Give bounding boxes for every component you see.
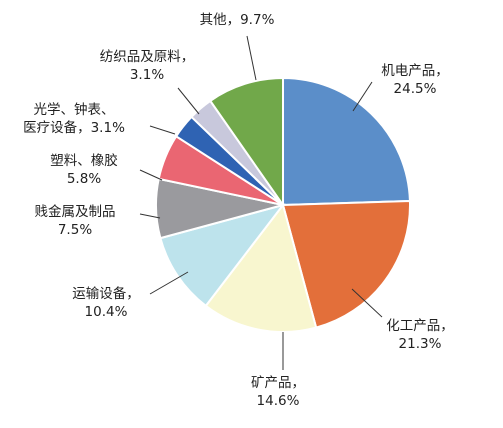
slice-label-line2: 7.5% — [58, 222, 92, 238]
slice-label-line1: 化工产品， — [386, 318, 454, 334]
slice-label: 纺织品及原料， 3.1% — [100, 49, 195, 83]
slice-label-line2: 5.8% — [67, 171, 101, 187]
pie-slice — [204, 202, 318, 333]
pie-slice — [282, 76, 411, 207]
slice-label-line2: 3.1% — [130, 67, 164, 83]
slice-label: 化工产品， 21.3% — [386, 318, 454, 352]
slice-label-line1: 纺织品及原料， — [100, 49, 195, 65]
slice-label-line1: 矿产品， — [251, 375, 305, 391]
slice-label-line1: 光学、钟表、 — [34, 101, 115, 118]
leader-line — [149, 125, 176, 135]
slice-label-line2: 24.5% — [394, 81, 437, 97]
leader-line — [139, 169, 163, 181]
slice-label: 光学、钟表、医疗设备，3.1% — [23, 101, 125, 136]
slice-label: 塑料、橡胶 5.8% — [50, 152, 118, 187]
slice-label-line1: 运输设备， — [72, 285, 140, 302]
slice-label: 矿产品， 14.6% — [251, 375, 305, 409]
leader-lines — [139, 35, 383, 370]
slice-label-line2: 21.3% — [399, 336, 442, 352]
slice-label: 其他，9.7% — [200, 12, 275, 28]
slice-label-line1: 机电产品， — [381, 63, 449, 79]
leader-line — [352, 81, 373, 112]
slice-label: 运输设备， 10.4% — [72, 285, 140, 320]
leader-line — [149, 271, 189, 295]
pie-slices — [155, 76, 411, 333]
slice-label: 机电产品， 24.5% — [381, 63, 449, 97]
leader-line — [351, 288, 383, 318]
leader-line — [139, 213, 161, 219]
pie-slice — [281, 199, 411, 329]
slice-label-line2: 医疗设备，3.1% — [23, 119, 125, 136]
pie-slice — [208, 76, 284, 209]
slice-label: 贱金属及制品 7.5% — [35, 204, 116, 238]
slice-labels: 机电产品， 24.5% 化工产品， 21.3% 矿产品， 14.6% 运输设备， 10.4% 贱… — [23, 12, 454, 409]
leader-line — [177, 87, 200, 115]
slice-label-line1: 塑料、橡胶 — [50, 152, 118, 169]
slice-label-line1: 贱金属及制品 — [35, 204, 116, 220]
slice-label-line1: 其他，9.7% — [200, 12, 275, 28]
slice-label-line2: 14.6% — [257, 393, 300, 409]
slice-label-line2: 10.4% — [85, 304, 128, 320]
leader-line — [246, 35, 257, 81]
